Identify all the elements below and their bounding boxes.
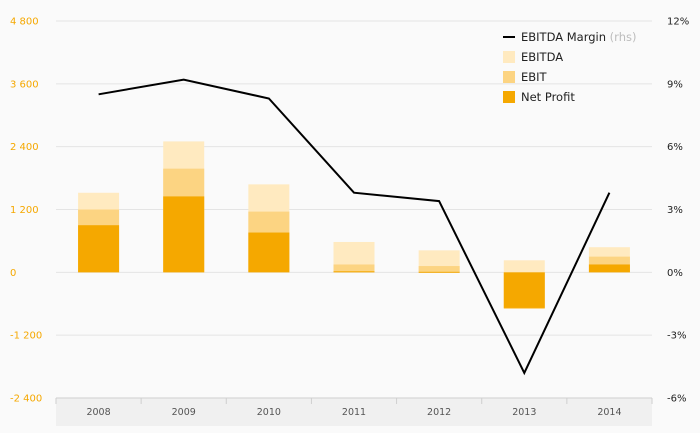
bar-net-profit — [333, 271, 375, 273]
x-tick-label: 2011 — [342, 407, 366, 418]
y-tick-label-right: 12% — [667, 17, 689, 28]
legend-label-net-profit: Net Profit — [521, 90, 575, 104]
y-tick-label-left: 3 600 — [10, 79, 39, 90]
bar-net-profit — [503, 272, 545, 308]
y-tick-label-left: -2 400 — [10, 394, 42, 405]
y-tick-label-right: 6% — [667, 142, 683, 153]
y-tick-label-right: -6% — [667, 394, 686, 405]
x-tick-label: 2008 — [86, 407, 110, 418]
bar-net-profit — [78, 225, 120, 273]
bar-net-profit — [163, 196, 205, 273]
x-tick-label: 2014 — [597, 407, 621, 418]
bar-net-profit — [418, 271, 460, 273]
bar-ebit — [333, 264, 375, 273]
x-tick-label: 2012 — [427, 407, 451, 418]
legend-label-ebitda: EBITDA — [521, 50, 563, 64]
y-tick-label-left: 1 200 — [10, 205, 39, 216]
x-tick-label: 2013 — [512, 407, 536, 418]
legend-label-text: EBITDA Margin — [521, 30, 606, 44]
y-tick-label-left: -1 200 — [10, 331, 42, 342]
y-tick-label-right: 3% — [667, 205, 683, 216]
legend-swatch-net-profit — [503, 91, 515, 103]
y-tick-label-right: -3% — [667, 331, 686, 342]
bar-ebitda — [503, 260, 545, 273]
legend-label-text: Net Profit — [521, 90, 575, 104]
legend-label-ebitda-margin: EBITDA Margin (rhs) — [521, 30, 636, 44]
legend-label-ebit: EBIT — [521, 70, 548, 84]
bar-net-profit — [248, 232, 290, 273]
x-axis-band — [56, 398, 652, 426]
line-series-ebitda-margin — [98, 78, 611, 376]
legend-swatch-ebitda — [503, 51, 515, 63]
y-tick-label-right: 9% — [667, 79, 683, 90]
legend-note: (rhs) — [606, 30, 636, 44]
bar-ebit — [418, 266, 460, 273]
legend-swatch-ebit — [503, 71, 515, 83]
y-tick-label-right: 0% — [667, 268, 683, 279]
bar-net-profit — [588, 264, 630, 273]
y-tick-label-left: 4 800 — [10, 17, 39, 28]
legend-label-text: EBIT — [521, 70, 548, 84]
x-tick-label: 2009 — [172, 407, 196, 418]
x-tick-label: 2010 — [257, 407, 281, 418]
legend-label-text: EBITDA — [521, 50, 563, 64]
y-tick-label-left: 2 400 — [10, 142, 39, 153]
y-tick-label-left: 0 — [10, 268, 16, 279]
